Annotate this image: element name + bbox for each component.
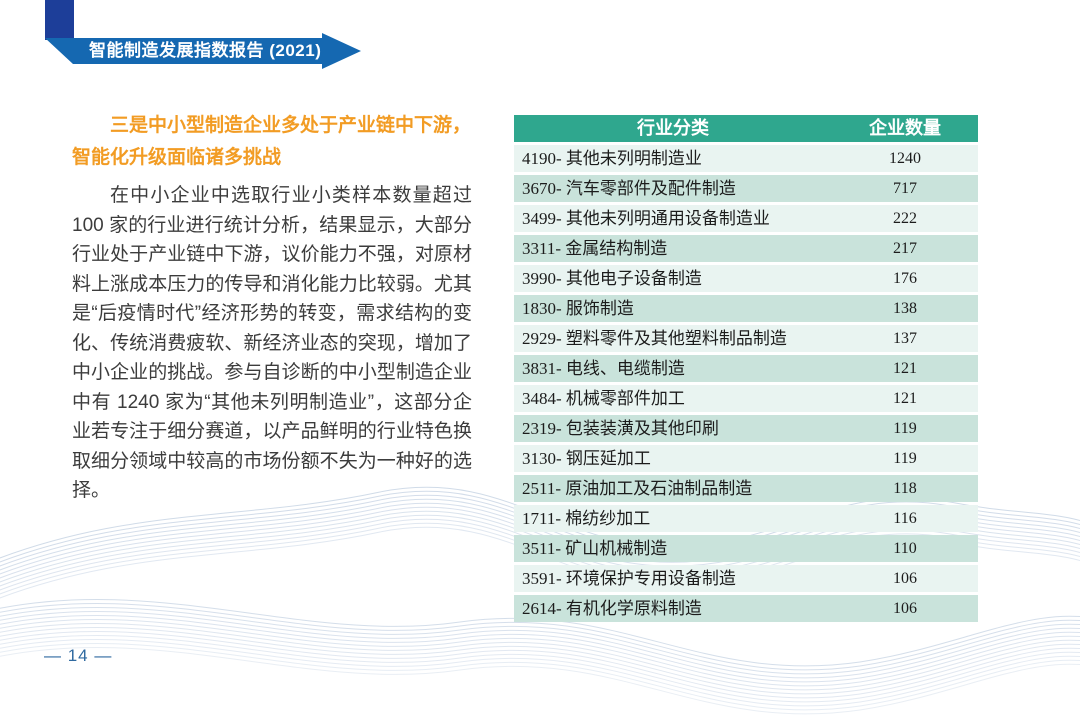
table-row: 2614- 有机化学原料制造 106 bbox=[514, 595, 978, 622]
table-row: 3130- 钢压延加工 119 bbox=[514, 445, 978, 472]
body-paragraph: 在中小企业中选取行业小类样本数量超过 100 家的行业进行统计分析，结果显示，大… bbox=[72, 185, 472, 501]
table-header-count: 企业数量 bbox=[869, 118, 941, 138]
count-cell: 121 bbox=[893, 360, 917, 377]
table-header-row: 行业分类 企业数量 bbox=[514, 115, 978, 142]
industry-cell: 2614- 有机化学原料制造 bbox=[522, 599, 702, 618]
industry-cell: 1830- 服饰制造 bbox=[522, 299, 634, 318]
page-number: — 14 — bbox=[44, 646, 113, 665]
count-cell: 137 bbox=[893, 330, 917, 347]
count-cell: 119 bbox=[893, 420, 917, 437]
count-cell: 106 bbox=[893, 600, 917, 617]
count-cell: 1240 bbox=[889, 150, 921, 167]
count-cell: 119 bbox=[893, 450, 917, 467]
count-cell: 222 bbox=[893, 210, 917, 227]
industry-cell: 3990- 其他电子设备制造 bbox=[522, 269, 702, 288]
industry-cell: 3511- 矿山机械制造 bbox=[522, 539, 668, 558]
industry-cell: 3670- 汽车零部件及配件制造 bbox=[522, 179, 736, 198]
count-cell: 106 bbox=[893, 570, 917, 587]
table-row: 3670- 汽车零部件及配件制造 717 bbox=[514, 175, 978, 202]
industry-cell: 3311- 金属结构制造 bbox=[522, 239, 668, 258]
table-row: 3511- 矿山机械制造 110 bbox=[514, 535, 978, 562]
count-cell: 118 bbox=[893, 480, 917, 497]
industry-cell: 4190- 其他未列明制造业 bbox=[522, 149, 702, 168]
industry-cell: 2511- 原油加工及石油制品制造 bbox=[522, 479, 753, 498]
table-row: 2319- 包装装潢及其他印刷 119 bbox=[514, 415, 978, 442]
section-heading: 三是中小型制造企业多处于产业链中下游，智能化升级面临诸多挑战 bbox=[72, 115, 472, 168]
industry-table: 行业分类 企业数量 4190- 其他未列明制造业 1240 3670- 汽车零部件及… bbox=[514, 115, 978, 622]
count-cell: 138 bbox=[893, 300, 917, 317]
industry-cell: 3831- 电线、电缆制造 bbox=[522, 359, 685, 378]
count-cell: 116 bbox=[893, 510, 917, 527]
table-row: 1830- 服饰制造 138 bbox=[514, 295, 978, 322]
table-row: 4190- 其他未列明制造业 1240 bbox=[514, 145, 978, 172]
ribbon-corner-bar bbox=[45, 0, 74, 40]
ribbon-arrow bbox=[45, 33, 361, 69]
industry-cell: 3130- 钢压延加工 bbox=[522, 449, 651, 468]
table-row: 3831- 电线、电缆制造 121 bbox=[514, 355, 978, 382]
count-cell: 121 bbox=[893, 390, 917, 407]
table-row: 3484- 机械零部件加工 121 bbox=[514, 385, 978, 412]
count-cell: 176 bbox=[893, 270, 917, 287]
table-body: 4190- 其他未列明制造业 1240 3670- 汽车零部件及配件制造 717 349… bbox=[514, 145, 978, 622]
table-row: 1711- 棉纺纱加工 116 bbox=[514, 505, 978, 532]
table-row: 3311- 金属结构制造 217 bbox=[514, 235, 978, 262]
report-title: 智能制造发展指数报告 (2021) bbox=[89, 41, 322, 60]
count-cell: 217 bbox=[893, 240, 917, 257]
table-row: 3499- 其他未列明通用设备制造业 222 bbox=[514, 205, 978, 232]
table-header-industry: 行业分类 bbox=[637, 118, 709, 138]
table-row: 3591- 环境保护专用设备制造 106 bbox=[514, 565, 978, 592]
count-cell: 717 bbox=[893, 180, 917, 197]
table-row: 3990- 其他电子设备制造 176 bbox=[514, 265, 978, 292]
industry-cell: 1711- 棉纺纱加工 bbox=[522, 509, 651, 528]
industry-cell: 2929- 塑料零件及其他塑料制品制造 bbox=[522, 329, 787, 348]
count-cell: 110 bbox=[893, 540, 917, 557]
table-row: 2511- 原油加工及石油制品制造 118 bbox=[514, 475, 978, 502]
industry-cell: 3499- 其他未列明通用设备制造业 bbox=[522, 209, 770, 228]
industry-cell: 3484- 机械零部件加工 bbox=[522, 389, 685, 408]
industry-cell: 2319- 包装装潢及其他印刷 bbox=[522, 419, 719, 438]
table-row: 2929- 塑料零件及其他塑料制品制造 137 bbox=[514, 325, 978, 352]
left-column: 三是中小型制造企业多处于产业链中下游，智能化升级面临诸多挑战 在中小企业中选取行… bbox=[72, 110, 472, 506]
industry-cell: 3591- 环境保护专用设备制造 bbox=[522, 569, 736, 588]
